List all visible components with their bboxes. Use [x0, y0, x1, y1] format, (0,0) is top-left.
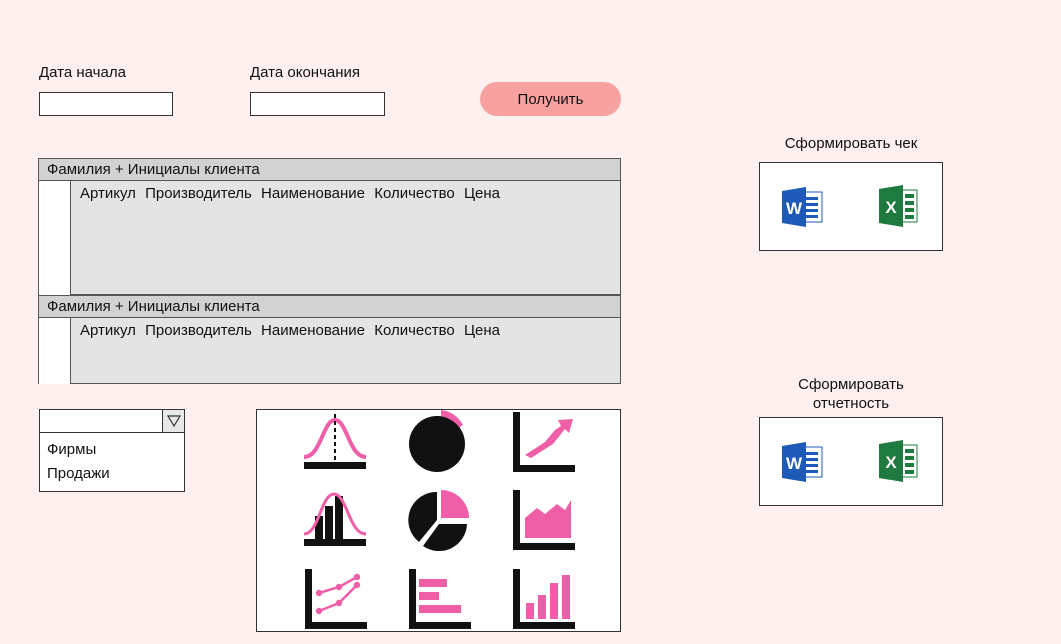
- pie-chart-icon[interactable]: [405, 410, 473, 474]
- svg-text:W: W: [786, 199, 803, 218]
- trend-line-chart-icon[interactable]: [509, 410, 577, 474]
- select-current-value[interactable]: [40, 410, 184, 433]
- report-type-select[interactable]: Фирмы Продажи: [39, 409, 185, 492]
- select-option-firms[interactable]: Фирмы: [47, 441, 97, 458]
- order-row-selector[interactable]: [39, 181, 71, 295]
- histogram-distribution-icon[interactable]: [301, 488, 369, 552]
- excel-icon[interactable]: X: [877, 185, 921, 232]
- end-date-label: Дата окончания: [250, 64, 361, 81]
- select-option-sales[interactable]: Продажи: [47, 465, 110, 482]
- order-block[interactable]: Фамилия + Инициалы клиента Артикул Произ…: [38, 295, 621, 384]
- column-price: Цена: [463, 185, 501, 202]
- column-manufacturer: Производитель: [145, 322, 252, 339]
- word-icon[interactable]: W: [780, 442, 824, 487]
- svg-text:X: X: [885, 453, 897, 472]
- chart-type-grid: [256, 409, 621, 632]
- order-items-area: Артикул Производитель Наименование Колич…: [39, 318, 620, 384]
- get-button[interactable]: Получить: [480, 82, 621, 116]
- start-date-input[interactable]: [39, 92, 173, 116]
- end-date-input[interactable]: [250, 92, 385, 116]
- order-row-selector[interactable]: [39, 318, 71, 384]
- column-name: Наименование: [261, 185, 366, 202]
- order-block[interactable]: Фамилия + Инициалы клиента Артикул Произ…: [38, 158, 621, 295]
- receipt-export-panel: W X: [759, 162, 943, 251]
- report-export-panel: W X: [759, 417, 943, 506]
- client-name-header: Фамилия + Инициалы клиента: [39, 296, 620, 318]
- report-panel-title-line2: отчетность: [812, 395, 890, 412]
- dropdown-arrow-icon[interactable]: [162, 410, 184, 432]
- receipt-panel-title: Сформировать чек: [784, 135, 918, 152]
- client-name-header: Фамилия + Инициалы клиента: [39, 159, 620, 181]
- bell-curve-chart-icon[interactable]: [301, 412, 369, 476]
- order-columns-header: Артикул Производитель Наименование Колич…: [80, 185, 505, 202]
- area-chart-icon[interactable]: [509, 488, 577, 552]
- report-panel-title-line1: Сформировать: [798, 376, 904, 393]
- report-panel-title: Сформировать отчетность: [759, 375, 943, 413]
- start-date-label: Дата начала: [39, 64, 126, 81]
- svg-text:X: X: [885, 198, 897, 217]
- column-quantity: Количество: [374, 185, 455, 202]
- column-article: Артикул: [80, 185, 136, 202]
- exploded-pie-chart-icon[interactable]: [405, 488, 473, 552]
- column-article: Артикул: [80, 322, 136, 339]
- excel-icon[interactable]: X: [877, 440, 921, 487]
- horizontal-bar-chart-icon[interactable]: [405, 567, 473, 631]
- vertical-bar-chart-icon[interactable]: [509, 567, 577, 631]
- column-quantity: Количество: [374, 322, 455, 339]
- svg-text:W: W: [786, 454, 803, 473]
- order-items-area: Артикул Производитель Наименование Колич…: [39, 181, 620, 295]
- word-icon[interactable]: W: [780, 187, 824, 232]
- column-price: Цена: [463, 322, 501, 339]
- scatter-line-chart-icon[interactable]: [301, 567, 369, 631]
- column-manufacturer: Производитель: [145, 185, 252, 202]
- column-name: Наименование: [261, 322, 366, 339]
- order-columns-header: Артикул Производитель Наименование Колич…: [80, 322, 505, 339]
